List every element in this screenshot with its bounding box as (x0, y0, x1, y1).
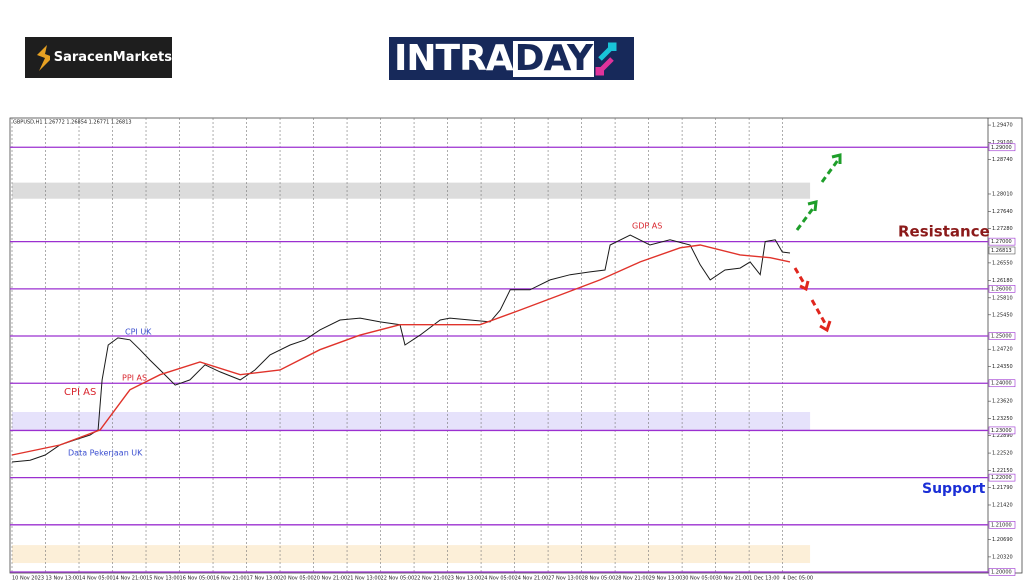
x-tick-label: 16 Nov 05:00 (180, 576, 214, 582)
x-tick-label: 22 Nov 05:00 (381, 576, 415, 582)
y-tick-label: 1.21420 (992, 502, 1013, 508)
level-tag (988, 426, 1016, 435)
y-tick-label: 1.22520 (992, 451, 1013, 457)
level-tag (988, 568, 1016, 576)
x-tick-label: 28 Nov 05:00 (582, 576, 616, 582)
y-tick-label: 1.20320 (992, 554, 1013, 560)
x-tick-label: 21 Nov 13:00 (347, 576, 381, 582)
x-tick-label: 24 Nov 21:00 (515, 576, 549, 582)
brand-icon (37, 44, 50, 71)
annotation: GDP AS (632, 222, 662, 231)
price-zone (12, 412, 811, 430)
level-label: 1.25000 (991, 334, 1012, 340)
level-tag (988, 521, 1016, 529)
scenario-arrows (793, 153, 842, 333)
x-tick-label: 1 Dec 13:00 (749, 576, 779, 582)
chart-frame (9, 117, 1023, 574)
banner-right: DAY (512, 37, 595, 79)
y-tick-label: 1.25810 (992, 295, 1013, 301)
level-label: 1.24000 (991, 381, 1012, 387)
chart-title: GBPUSD,H1 1.26772 1.26854 1.26771 1.2681… (13, 120, 132, 126)
banner-left: INTRA (394, 38, 514, 79)
level-label: 1.29000 (991, 145, 1012, 151)
x-tick-label: 4 Dec 05:00 (783, 576, 813, 582)
x-tick-label: 13 Nov 13:00 (46, 576, 80, 582)
x-tick-label: 17 Nov 13:00 (247, 576, 281, 582)
x-tick-label: 16 Nov 21:00 (213, 576, 247, 582)
last-price-label: 1.26813 (991, 248, 1012, 254)
level-label: 1.23000 (991, 428, 1012, 434)
level-tag (988, 473, 1016, 482)
brand-name: SaracenMarkets (53, 50, 172, 65)
x-tick-label: 10 Nov 2023 (12, 576, 44, 582)
level-label: 1.27000 (991, 239, 1012, 245)
level-label: 1.26000 (991, 286, 1012, 292)
x-tick-label: 29 Nov 13:00 (649, 576, 683, 582)
x-tick-label: 23 Nov 13:00 (448, 576, 482, 582)
y-tick-label: 1.26180 (992, 278, 1013, 284)
resistance-label: Resistance (898, 223, 990, 241)
x-tick-label: 15 Nov 13:00 (146, 576, 180, 582)
x-tick-label: 27 Nov 13:00 (548, 576, 582, 582)
annotation: CPI AS (64, 387, 96, 398)
price-zone (12, 182, 811, 199)
y-tick-label: 1.25450 (992, 312, 1013, 318)
y-tick-label: 1.29470 (992, 123, 1013, 129)
level-tag (988, 285, 1016, 293)
y-tick-label: 1.28010 (992, 191, 1013, 197)
price-line (11, 244, 791, 456)
x-tick-label: 20 Nov 05:00 (280, 576, 314, 582)
y-tick-label: 1.24350 (992, 364, 1013, 370)
level-tag (988, 237, 1016, 246)
support-label: Support (922, 481, 986, 497)
y-tick-label: 1.27280 (992, 226, 1013, 232)
annotation: Data Pekerjaan UK (68, 449, 143, 458)
level-tag (988, 332, 1016, 340)
brand-logo: SaracenMarkets (25, 37, 172, 78)
y-tick-label: 1.20690 (992, 537, 1013, 543)
x-tick-label: 22 Nov 21:00 (414, 576, 448, 582)
x-tick-label: 30 Nov 21:00 (716, 576, 750, 582)
banner-arrows (595, 42, 617, 75)
y-tick-label: 1.26550 (992, 260, 1013, 266)
level-label: 1.20000 (991, 570, 1012, 576)
y-tick-label: 1.28740 (992, 157, 1013, 163)
price-zone (12, 545, 811, 564)
level-tag (988, 379, 1016, 388)
annotation: CPI UK (125, 328, 152, 337)
level-tag (988, 143, 1016, 152)
y-tick-label: 1.22890 (992, 433, 1013, 439)
level-label: 1.21000 (991, 522, 1012, 528)
annotation: PPI AS (122, 374, 147, 383)
y-tick-label: 1.27640 (992, 209, 1013, 215)
intraday-banner: INTRA DAY (389, 37, 634, 80)
y-tick-label: 1.22150 (992, 468, 1013, 474)
x-tick-label: 14 Nov 21:00 (113, 576, 147, 582)
y-tick-label: 1.21790 (992, 485, 1013, 491)
x-tick-label: 24 Nov 05:00 (481, 576, 515, 582)
y-tick-label: 1.24720 (992, 347, 1013, 353)
x-tick-label: 28 Nov 21:00 (615, 576, 649, 582)
level-label: 1.22000 (991, 475, 1012, 481)
y-tick-label: 1.29100 (992, 140, 1013, 146)
x-tick-label: 30 Nov 05:00 (682, 576, 716, 582)
y-tick-label: 1.23250 (992, 416, 1013, 422)
price-line (11, 234, 791, 463)
x-tick-label: 14 Nov 05:00 (79, 576, 113, 582)
last-price-tag (988, 246, 1016, 255)
y-tick-label: 1.23620 (992, 399, 1013, 405)
x-tick-label: 20 Nov 21:00 (314, 576, 348, 582)
